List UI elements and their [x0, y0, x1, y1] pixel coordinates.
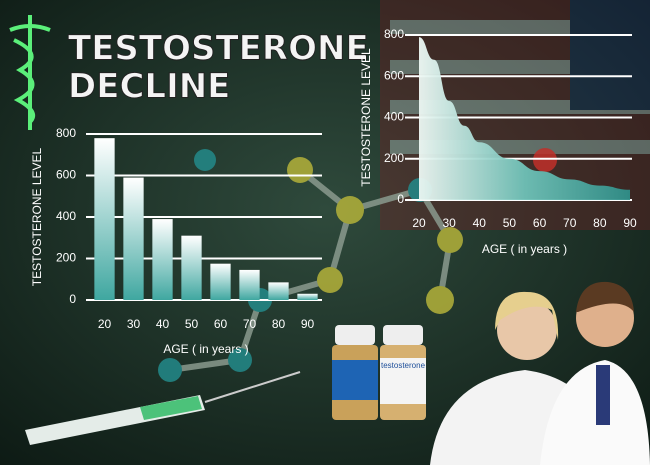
x-axis-label: AGE ( in years ) [482, 242, 567, 256]
caduceus [9, 15, 51, 130]
vials: testosterone [332, 325, 426, 420]
area [419, 37, 630, 200]
title-line: DECLINE [68, 67, 230, 107]
flag [380, 0, 650, 230]
x-tick-label: 30 [442, 216, 456, 230]
x-tick-label: 70 [563, 216, 577, 230]
x-tick-label: 90 [301, 317, 315, 331]
y-axis-label: TESTOSTERONE LEVEL [359, 48, 373, 187]
y-tick-label: 400 [384, 110, 404, 124]
y-tick-label: 600 [384, 68, 404, 82]
x-tick-label: 80 [272, 317, 286, 331]
x-axis-label: AGE ( in years ) [163, 342, 248, 356]
y-tick-label: 200 [384, 151, 404, 165]
y-tick-label: 800 [56, 126, 76, 140]
y-tick-label: 0 [397, 192, 404, 206]
bar [181, 235, 202, 300]
x-tick-label: 50 [503, 216, 517, 230]
y-tick-label: 0 [69, 292, 76, 306]
bar [152, 219, 173, 300]
x-tick-label: 90 [623, 216, 637, 230]
bar [239, 269, 260, 300]
x-tick-label: 60 [214, 317, 228, 331]
y-tick-label: 400 [56, 209, 76, 223]
bar [210, 263, 231, 300]
x-tick-label: 40 [473, 216, 487, 230]
x-tick-label: 20 [412, 216, 426, 230]
y-tick-label: 200 [56, 251, 76, 265]
bar [123, 177, 144, 300]
x-tick-label: 20 [98, 317, 112, 331]
x-tick-label: 80 [593, 216, 607, 230]
bar [268, 282, 289, 300]
vial-label: testosterone [381, 361, 426, 370]
x-tick-label: 60 [533, 216, 547, 230]
x-tick-label: 70 [243, 317, 257, 331]
doctors [430, 281, 650, 465]
x-tick-label: 50 [185, 317, 199, 331]
bar [94, 138, 115, 300]
syringe [25, 371, 301, 445]
y-tick-label: 600 [56, 168, 76, 182]
title-line: TESTOSTERONE [68, 29, 369, 69]
bar [297, 293, 318, 300]
y-tick-label: 800 [384, 27, 404, 41]
x-tick-label: 30 [127, 317, 141, 331]
x-tick-label: 40 [156, 317, 170, 331]
y-axis-label: TESTOSTERONE LEVEL [30, 147, 44, 286]
